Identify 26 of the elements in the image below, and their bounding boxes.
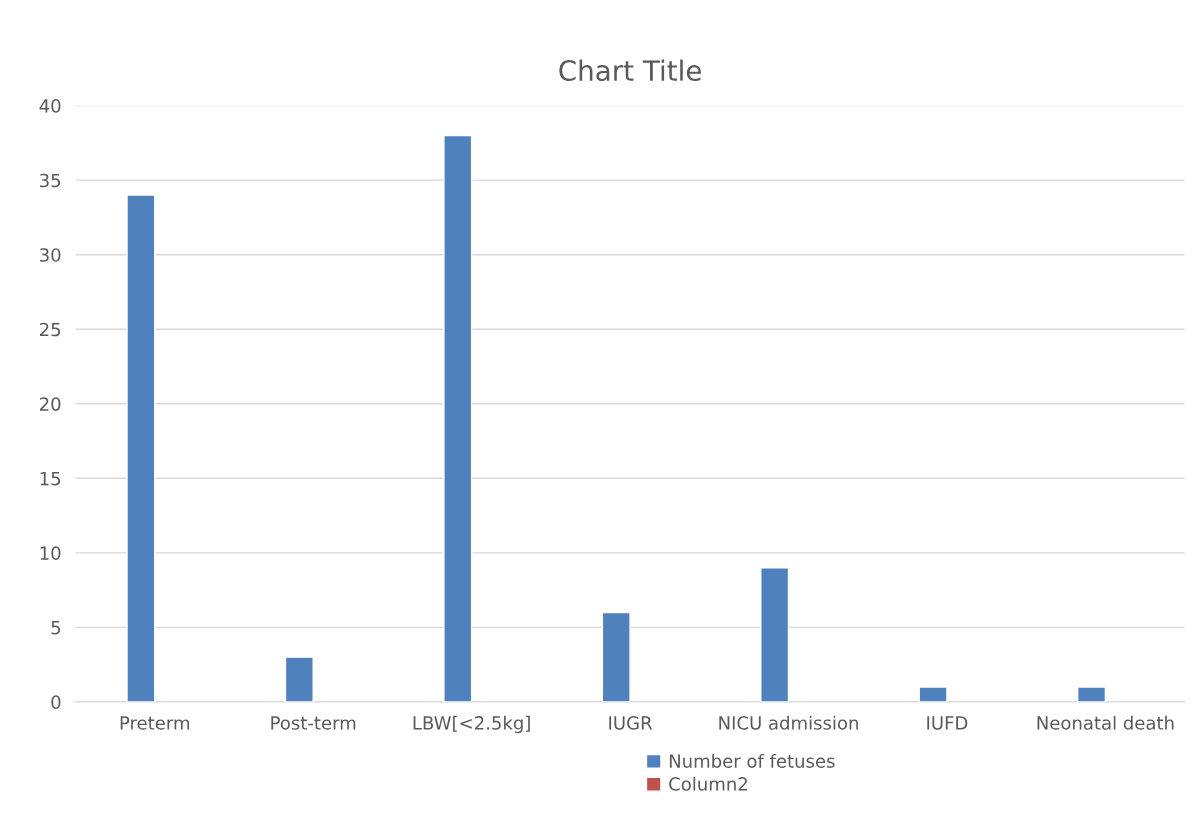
- x-tick-label: IUFD: [927, 716, 968, 730]
- x-tick-label: Post-term: [271, 716, 356, 730]
- x-tick-label: Preterm: [120, 716, 190, 730]
- bar: [1076, 686, 1107, 702]
- y-tick-label: 40: [39, 99, 61, 113]
- legend-label: Number of fetuses: [669, 753, 835, 768]
- y-tick-label: 0: [51, 695, 61, 709]
- y-tick-label: 10: [40, 546, 61, 560]
- bar: [126, 194, 156, 702]
- y-tick-label: 5: [51, 621, 61, 635]
- bar: [443, 134, 473, 702]
- bar: [601, 611, 631, 702]
- x-tick-label: IUGR: [609, 716, 653, 730]
- bar: [284, 656, 314, 702]
- x-tick-label: LBW[<2.5kg]: [413, 715, 530, 734]
- chart-title: Chart Title: [559, 59, 701, 82]
- bar: [918, 686, 948, 702]
- y-tick-label: 15: [40, 471, 61, 486]
- legend-label: Column2: [669, 776, 747, 791]
- x-tick-label: Neonatal death: [1037, 715, 1174, 730]
- bar: [760, 567, 790, 702]
- y-tick-label: 35: [40, 173, 61, 188]
- y-tick-label: 20: [40, 397, 61, 411]
- x-tick-label: NICU admission: [719, 715, 858, 730]
- y-tick-label: 30: [40, 248, 61, 262]
- y-tick-label: 25: [40, 322, 61, 337]
